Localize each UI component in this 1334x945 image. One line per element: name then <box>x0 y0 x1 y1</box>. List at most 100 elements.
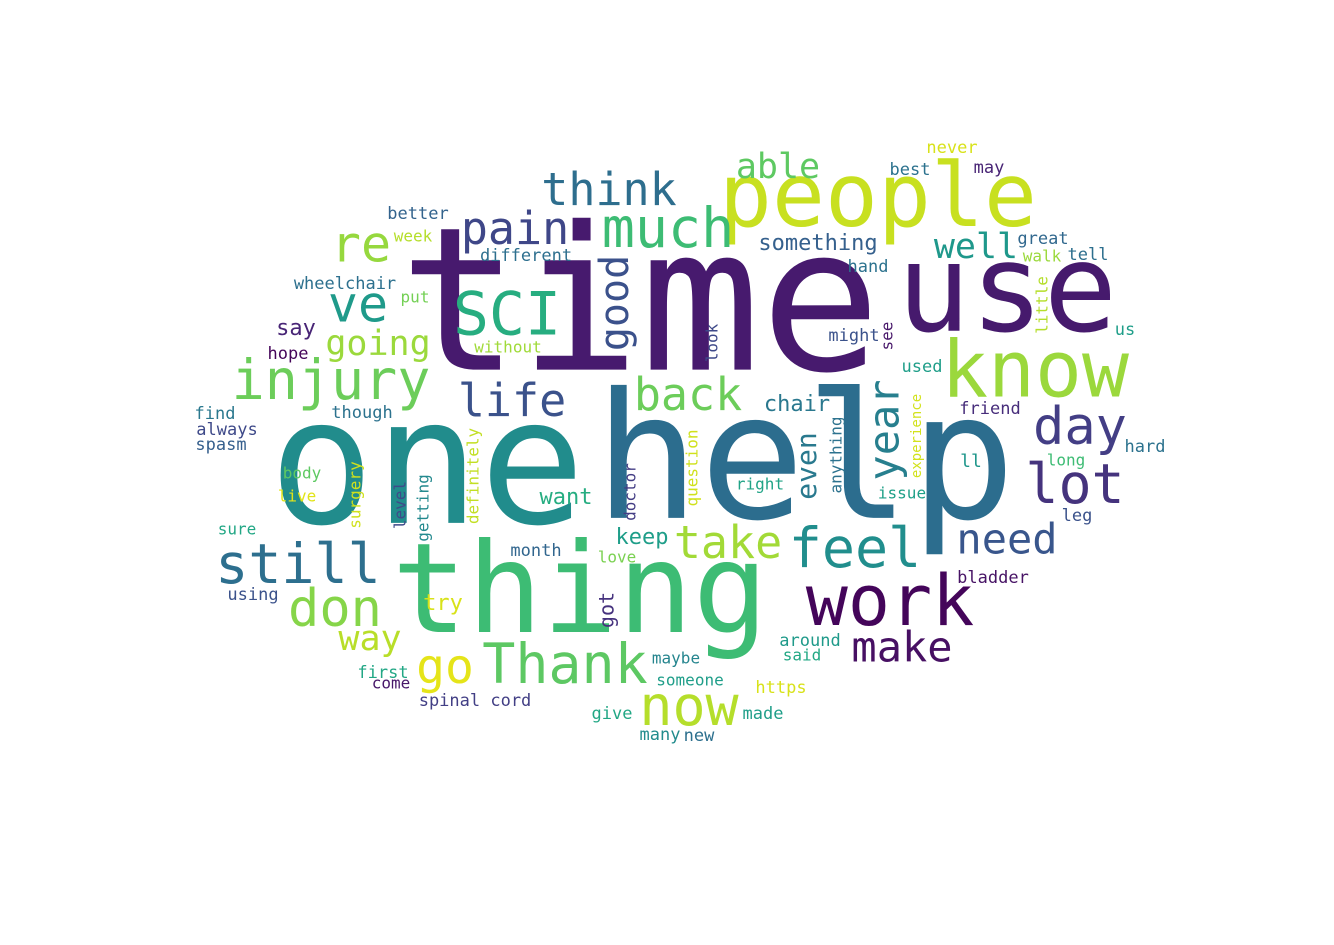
word-thank: Thank <box>482 632 648 696</box>
word-made: made <box>743 704 784 724</box>
word-great: great <box>1017 229 1068 249</box>
word-us: us <box>1115 320 1135 340</box>
word-maybe: maybe <box>652 649 700 668</box>
word-even: even <box>790 432 823 499</box>
word-see: see <box>878 322 897 351</box>
word-getting: getting <box>414 474 433 541</box>
word-going: going <box>325 324 430 364</box>
word-now: now <box>639 674 739 738</box>
word-friend: friend <box>959 399 1020 419</box>
word-think: think <box>541 163 676 216</box>
word-back: back <box>634 368 742 421</box>
word-body: body <box>283 464 322 483</box>
word-might: might <box>828 326 879 346</box>
word-spasm: spasm <box>195 435 246 455</box>
word-know: know <box>941 325 1129 415</box>
word-around: around <box>779 631 840 651</box>
word-much: much <box>602 196 734 260</box>
word-pain: pain <box>461 202 569 255</box>
word-tell: tell <box>1068 245 1109 265</box>
word-day: day <box>1033 397 1127 457</box>
word-got: got <box>595 592 619 628</box>
word-one: one <box>269 362 585 565</box>
word-different: different <box>480 246 572 266</box>
word-hard: hard <box>1125 437 1166 457</box>
word-better: better <box>387 204 448 224</box>
word-bladder: bladder <box>957 568 1029 588</box>
word-ve: ve <box>328 276 388 334</box>
word-month: month <box>510 541 561 561</box>
word-many: many <box>640 725 681 745</box>
word-go: go <box>416 639 474 695</box>
word-spinal-cord: spinal cord <box>419 691 532 711</box>
word-question: question <box>683 429 702 506</box>
word-leg: leg <box>1062 506 1093 526</box>
word-well: well <box>934 227 1018 267</box>
word-year: year <box>860 379 909 480</box>
word-help: help <box>594 357 1015 560</box>
word-used: used <box>902 357 943 377</box>
word-said: said <box>783 646 822 665</box>
word-new: new <box>684 726 715 746</box>
word-sure: sure <box>218 520 257 539</box>
word-make: make <box>851 623 952 672</box>
word-thing: thing <box>392 517 768 662</box>
word-look: look <box>703 323 722 362</box>
word-try: try <box>423 591 463 616</box>
word-re: re <box>331 216 391 274</box>
word-someone: someone <box>656 671 723 690</box>
word-come: come <box>372 674 411 693</box>
word-good: good <box>592 255 638 351</box>
word-life: life <box>458 374 566 427</box>
word-work: work <box>806 560 975 642</box>
word-able: able <box>736 147 820 187</box>
word-always: always <box>196 420 257 440</box>
word-right: right <box>736 475 784 494</box>
word-keep: keep <box>616 525 669 550</box>
word-hope: hope <box>268 344 309 364</box>
word-way: way <box>338 619 401 659</box>
word-love: love <box>598 548 637 567</box>
word-chair: chair <box>764 392 830 417</box>
word-don: don <box>288 579 382 639</box>
word-first: first <box>357 663 408 683</box>
word-sci: SCI <box>453 280 561 350</box>
word-use: use <box>897 218 1117 360</box>
word-lot: lot <box>1025 452 1124 516</box>
word-may: may <box>974 158 1005 178</box>
word-feel: feel <box>789 516 921 580</box>
word-without: without <box>474 338 541 357</box>
word-hand: hand <box>848 257 889 277</box>
word-find: find <box>195 404 236 424</box>
word-using: using <box>227 585 278 605</box>
word-still: still <box>215 532 381 596</box>
word-take: take <box>674 516 782 569</box>
word-best: best <box>890 160 931 180</box>
word-doctor: doctor <box>621 463 640 521</box>
word-https: https <box>755 678 806 698</box>
word-people: people <box>719 144 1037 247</box>
word-give: give <box>592 704 633 724</box>
word-want: want <box>540 485 593 510</box>
word-walk: walk <box>1023 247 1062 266</box>
word-week: week <box>394 227 433 246</box>
word-little: little <box>1033 276 1052 334</box>
word-experience: experience <box>909 394 925 478</box>
word-live: live <box>278 487 317 506</box>
word-anything: anything <box>827 416 846 493</box>
word-time: time <box>399 185 881 418</box>
word-wheelchair: wheelchair <box>294 274 396 294</box>
word-surgery: surgery <box>346 461 365 529</box>
word-injury: injury <box>232 348 431 412</box>
word-something: something <box>758 231 877 256</box>
word-issue: issue <box>878 484 926 503</box>
word-put: put <box>401 288 430 307</box>
word-never: never <box>926 138 977 158</box>
word-need: need <box>956 515 1057 564</box>
word-say: say <box>276 316 316 341</box>
word-though: though <box>331 403 392 423</box>
word-level: level <box>391 481 410 529</box>
